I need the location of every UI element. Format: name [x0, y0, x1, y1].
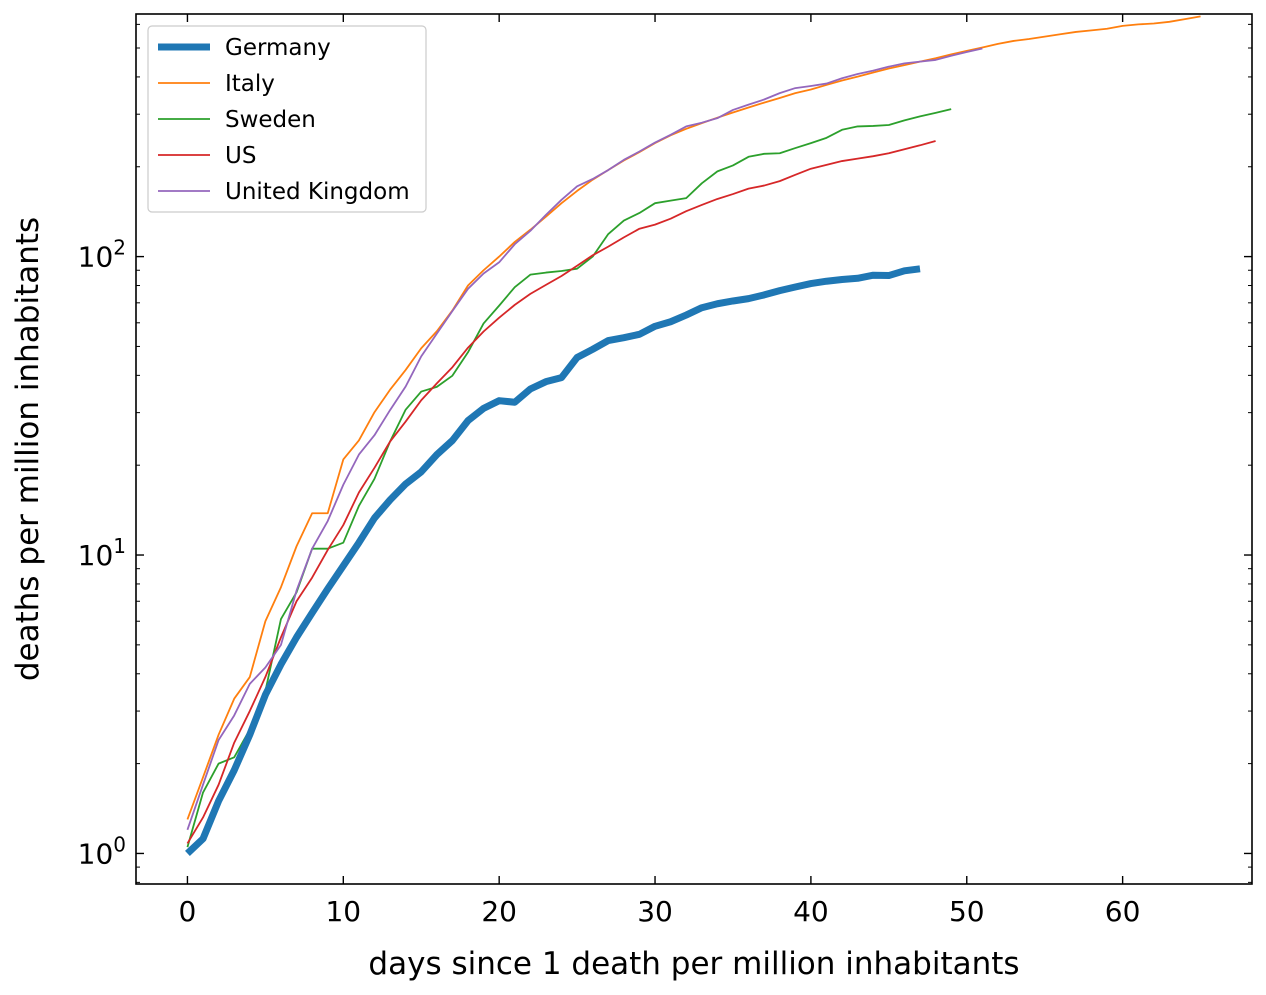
y-axis-title: deaths per million inhabitants	[10, 217, 46, 681]
ticks-layer: 0 10 20 30 40 50 60 100 101 102	[78, 14, 1252, 928]
x-axis-title: days since 1 death per million inhabitan…	[368, 946, 1019, 982]
series-line-germany	[185, 265, 921, 856]
x-tick-label: 20	[481, 895, 517, 928]
legend-label: United Kingdom	[225, 179, 410, 205]
series-line-united-kingdom	[186, 47, 983, 831]
x-tick-label: 30	[637, 895, 673, 928]
legend-label: Sweden	[225, 107, 316, 133]
x-tick-label: 60	[1105, 895, 1141, 928]
x-tick-label: 0	[179, 895, 197, 928]
plot-frame	[135, 13, 1253, 885]
legend-box	[147, 25, 427, 213]
x-tick-label: 50	[949, 895, 985, 928]
legend-label: Italy	[225, 71, 275, 97]
series-line-us	[186, 140, 936, 844]
series-line-italy	[186, 15, 1201, 820]
series-layer	[185, 15, 1201, 856]
x-tick-label: 40	[793, 895, 829, 928]
y-tick-label: 101	[78, 534, 126, 572]
legend-label: Germany	[225, 35, 331, 61]
y-tick-label: 100	[78, 832, 126, 870]
x-tick-label: 10	[325, 895, 361, 928]
legend-label: US	[225, 143, 256, 169]
legend: Germany Italy Sweden US United Kingdom	[147, 25, 427, 213]
y-tick-label: 102	[78, 236, 126, 274]
